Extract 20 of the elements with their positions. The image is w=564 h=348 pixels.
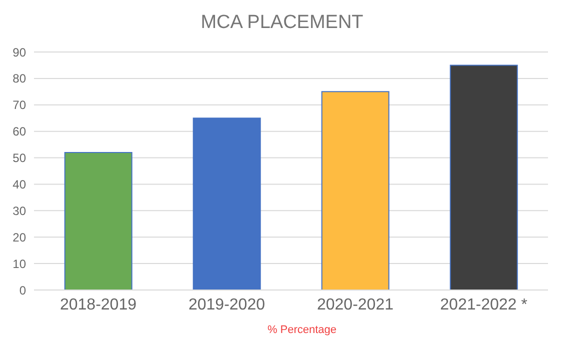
- y-tick-label: 70: [12, 98, 26, 112]
- y-tick-label: 20: [12, 230, 26, 244]
- y-tick-label: 80: [12, 72, 26, 86]
- bar: [64, 152, 132, 290]
- x-tick-label: 2021-2022 *: [440, 296, 528, 314]
- bar: [321, 91, 390, 290]
- bar: [450, 64, 518, 290]
- y-tick-label: 40: [12, 177, 26, 192]
- y-tick-label: 50: [12, 151, 26, 166]
- chart-title: MCA PLACEMENT: [200, 12, 364, 34]
- x-axis-title: % Percentage: [266, 324, 338, 336]
- bar: [192, 118, 261, 290]
- y-tick-label: 10: [12, 256, 26, 271]
- y-tick-label: 90: [12, 45, 26, 60]
- y-tick-label: 0: [19, 283, 26, 298]
- x-tick-label: 2019-2020: [188, 296, 266, 314]
- y-tick-label: 30: [12, 204, 26, 218]
- x-tick-label: 2018-2019: [60, 296, 137, 314]
- y-tick-label: 60: [12, 124, 26, 139]
- x-tick-label: 2020-2021: [316, 296, 394, 314]
